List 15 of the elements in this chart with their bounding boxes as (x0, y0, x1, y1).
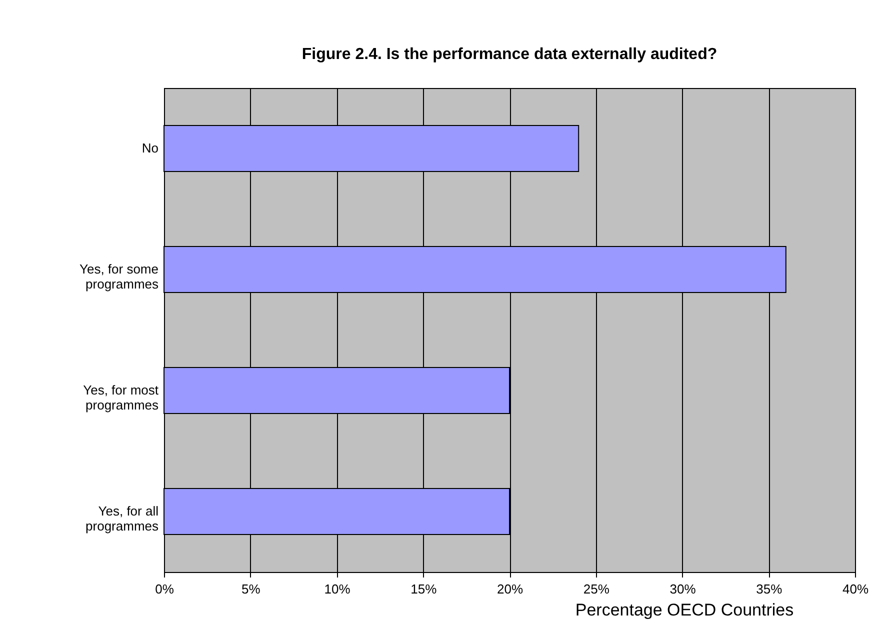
x-tick-label: 30% (670, 582, 696, 596)
x-tick-label: 40% (842, 582, 869, 596)
chart-title: Figure 2.4. Is the performance data externally audited? (302, 46, 718, 63)
y-tick-label: No (142, 140, 158, 156)
x-tick-label: 35% (756, 582, 783, 596)
x-tick-label: 10% (324, 582, 351, 596)
y-tick-label: Yes, for all programmes (86, 504, 159, 534)
x-tick-label: 15% (410, 582, 438, 596)
y-tick-label: Yes, for some programmes (79, 262, 159, 292)
x-tick-label: 5% (241, 582, 261, 596)
x-tick-label: 0% (155, 582, 174, 596)
y-tick-label: Yes, for most programmes (83, 382, 159, 412)
x-tick-label: 25% (583, 582, 610, 596)
x-tick-label: 20% (496, 582, 524, 596)
x-axis-title: Percentage OECD Countries (575, 600, 794, 620)
